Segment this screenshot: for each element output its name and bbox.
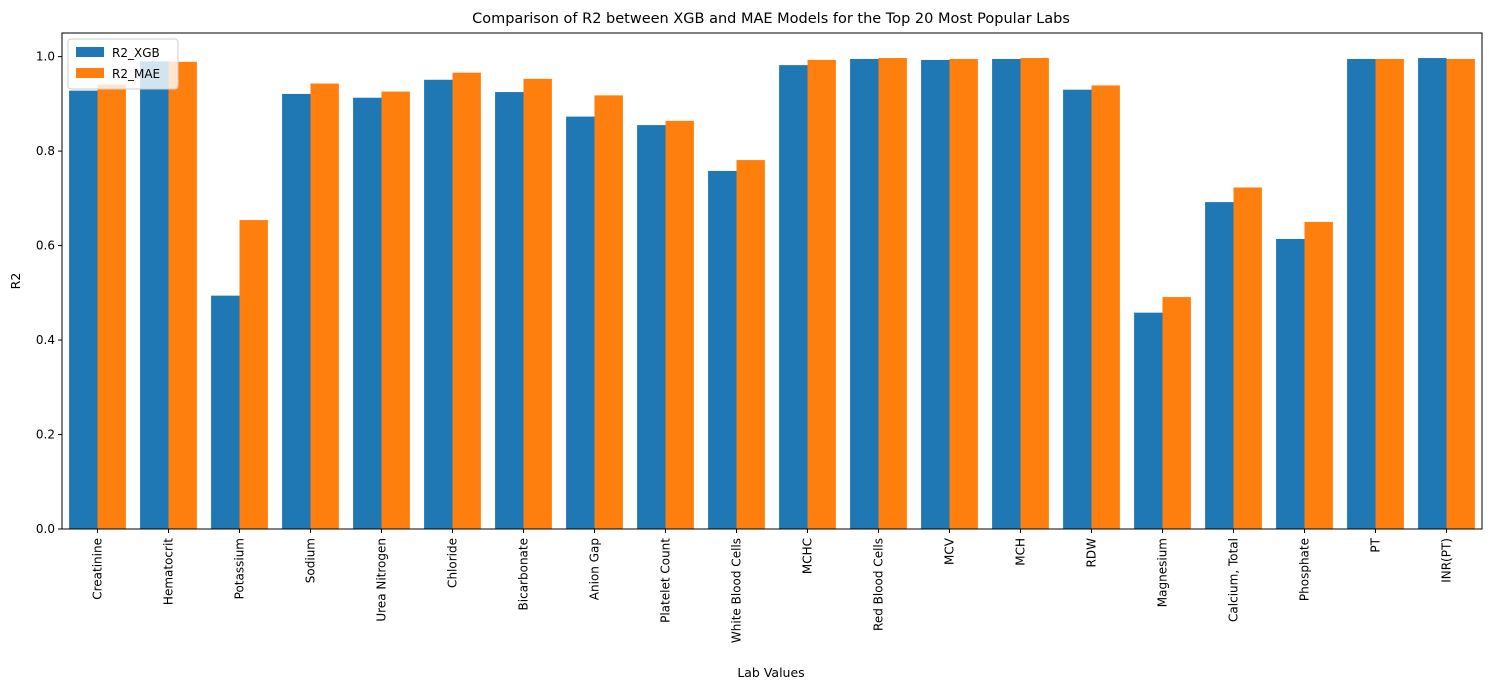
- bar-r2-mae-11: [878, 58, 907, 529]
- bar-r2-mae-15: [1162, 297, 1191, 529]
- legend-label: R2_MAE: [112, 67, 160, 81]
- plot-frame: [61, 32, 1483, 530]
- x-tick-label: White Blood Cells: [730, 538, 744, 643]
- y-tick-label: 0.8: [36, 144, 55, 158]
- x-tick-label: Hematocrit: [162, 538, 176, 605]
- x-tick-label: Creatinine: [91, 538, 105, 600]
- legend-label: R2_XGB: [112, 46, 160, 60]
- bar-r2-xgb-7: [566, 116, 595, 530]
- bar-r2-xgb-11: [850, 58, 879, 529]
- legend-swatch: [76, 47, 104, 57]
- bar-r2-xgb-12: [921, 59, 950, 530]
- bar-r2-xgb-0: [69, 90, 98, 529]
- y-axis-label: R2: [8, 273, 23, 290]
- bar-r2-mae-19: [1446, 58, 1475, 529]
- y-tick-label: 1.0: [36, 50, 55, 64]
- bar-r2-xgb-9: [708, 170, 737, 529]
- x-axis: Creatinine Hematocrit Potassium Sodium Urea …: [91, 529, 1454, 643]
- bar-r2-xgb-5: [424, 79, 453, 530]
- bar-r2-xgb-10: [779, 65, 808, 530]
- bar-r2-mae-2: [239, 220, 268, 529]
- bar-r2-xgb-13: [992, 58, 1021, 529]
- bar-r2-mae-18: [1375, 58, 1404, 529]
- x-tick-label: Sodium: [304, 538, 318, 583]
- y-axis: 0.0 0.2 0.4 0.6 0.8 1.0: [36, 50, 62, 536]
- bar-r2-xgb-14: [1063, 89, 1092, 529]
- x-tick-label: Calcium, Total: [1227, 538, 1241, 622]
- bar-r2-xgb-16: [1205, 202, 1234, 530]
- y-tick-label: 0.0: [36, 522, 55, 536]
- x-tick-label: RDW: [1085, 538, 1099, 568]
- bars-group: [69, 58, 1475, 530]
- bar-r2-mae-1: [168, 61, 197, 529]
- bar-r2-mae-5: [452, 72, 481, 530]
- y-tick-label: 0.4: [36, 333, 55, 347]
- bar-r2-mae-8: [665, 120, 694, 530]
- bar-r2-mae-14: [1091, 85, 1120, 530]
- y-tick-label: 0.6: [36, 239, 55, 253]
- x-tick-label: Anion Gap: [588, 538, 602, 600]
- bar-r2-mae-6: [523, 78, 552, 529]
- bar-r2-xgb-3: [282, 93, 311, 529]
- bar-r2-xgb-8: [637, 125, 666, 530]
- x-tick-label: Platelet Count: [659, 538, 673, 623]
- chart-title: Comparison of R2 between XGB and MAE Mod…: [472, 11, 1070, 27]
- bar-r2-mae-9: [736, 160, 765, 529]
- bar-r2-mae-10: [807, 59, 836, 530]
- bar-r2-xgb-2: [211, 295, 240, 529]
- bar-r2-xgb-1: [140, 61, 169, 530]
- bar-r2-xgb-19: [1418, 58, 1447, 529]
- x-axis-label: Lab Values: [737, 665, 804, 680]
- bar-r2-mae-3: [310, 83, 339, 529]
- x-tick-label: MCH: [1014, 538, 1028, 566]
- x-tick-label: Phosphate: [1298, 538, 1312, 601]
- x-tick-label: MCV: [943, 537, 957, 565]
- y-tick-label: 0.2: [36, 428, 55, 442]
- x-tick-label: MCHC: [801, 538, 815, 574]
- bar-r2-xgb-4: [353, 97, 382, 529]
- bar-r2-mae-16: [1233, 187, 1262, 529]
- x-tick-label: PT: [1369, 537, 1383, 552]
- x-tick-label: Bicarbonate: [517, 538, 531, 610]
- x-tick-label: Chloride: [446, 538, 460, 588]
- x-tick-label: Potassium: [233, 538, 247, 599]
- bar-r2-mae-4: [381, 91, 410, 529]
- legend: R2_XGB R2_MAE: [67, 38, 179, 90]
- x-tick-label: Urea Nitrogen: [375, 538, 389, 622]
- legend-swatch: [76, 68, 104, 78]
- bar-r2-xgb-17: [1276, 238, 1305, 529]
- x-tick-label: Magnesium: [1156, 538, 1170, 607]
- bar-r2-xgb-6: [495, 92, 524, 530]
- x-tick-label: Red Blood Cells: [872, 538, 886, 631]
- bar-r2-mae-17: [1304, 221, 1333, 529]
- bar-r2-mae-7: [594, 95, 623, 529]
- bar-r2-mae-13: [1020, 58, 1049, 529]
- bar-r2-xgb-15: [1134, 312, 1163, 529]
- x-tick-label: INR(PT): [1440, 538, 1454, 583]
- bar-r2-mae-0: [97, 84, 126, 530]
- bar-r2-xgb-18: [1347, 58, 1376, 529]
- bar-r2-mae-12: [949, 58, 978, 529]
